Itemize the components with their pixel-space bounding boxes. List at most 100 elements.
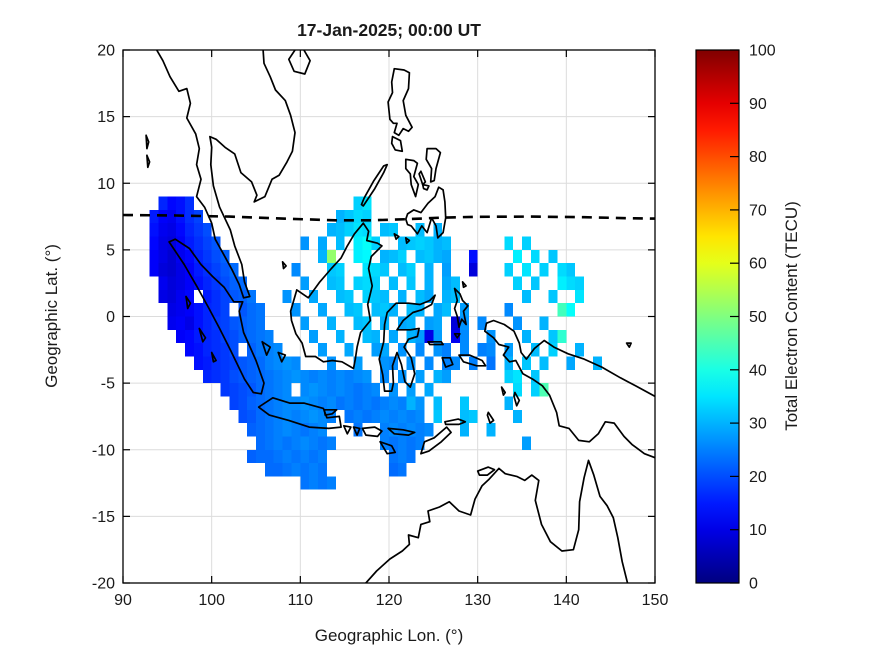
tec-cell: [185, 209, 194, 224]
tec-cell: [282, 463, 292, 477]
tec-cell: [344, 289, 354, 304]
tec-cell: [247, 316, 256, 330]
tec-cell: [397, 343, 407, 357]
tec-cell: [548, 343, 558, 357]
tec-cell: [167, 236, 177, 250]
tec-cell: [459, 329, 469, 344]
tec-cell: [158, 223, 168, 237]
tec-cell: [344, 383, 354, 397]
tec-cell: [486, 343, 496, 357]
tec-cell: [202, 316, 212, 330]
coastline-sulawesi: [378, 294, 436, 392]
coastline-layer: [145, 50, 655, 583]
tec-cell: [220, 343, 230, 357]
tec-cell: [415, 329, 425, 344]
tec-cell: [149, 209, 159, 224]
tec-cell: [415, 409, 425, 424]
tec-cell: [273, 396, 283, 410]
tec-cell: [344, 223, 354, 237]
tec-cell: [353, 276, 363, 290]
coastline-luzon: [387, 67, 413, 137]
tec-cell: [433, 249, 443, 264]
tec-cell: [220, 303, 230, 317]
tec-cell: [211, 329, 221, 344]
x-tick-label: 120: [376, 592, 403, 609]
tec-cell: [433, 329, 443, 344]
tec-cell: [229, 343, 239, 357]
tec-cell: [433, 409, 443, 424]
x-tick-label: 150: [642, 592, 669, 609]
tec-cell: [256, 303, 265, 317]
coastline-bohol: [421, 183, 430, 191]
plot-render-root: 90 100 110 120 130 140 150-20-15-10-5051015200…: [92, 43, 776, 610]
tec-cell: [220, 276, 230, 290]
tec-cell: [406, 263, 416, 277]
tec-cell: [380, 249, 389, 264]
tec-cell: [300, 463, 310, 477]
tec-cell: [229, 276, 239, 290]
tec-cell: [397, 396, 407, 410]
colorbar-tick-label: 50: [749, 309, 767, 326]
tec-cell: [247, 303, 256, 317]
tec-cell: [442, 276, 452, 290]
tec-cell: [362, 196, 372, 210]
coastline-sumatra: [168, 238, 265, 395]
tec-cell: [167, 223, 177, 237]
coastline-andaman-1: [145, 134, 150, 150]
tec-cell: [513, 409, 522, 424]
tec-cell: [424, 263, 434, 277]
tec-cell: [522, 436, 531, 450]
coastline-tanimbar: [486, 411, 495, 424]
tec-cell: [477, 343, 487, 357]
tec-cell: [309, 436, 319, 450]
coastline-bangka: [261, 340, 272, 356]
tec-cell: [344, 409, 354, 424]
tec-cell: [309, 423, 319, 437]
tec-cell: [513, 249, 522, 264]
tec-cell: [238, 303, 248, 317]
tec-cell: [238, 409, 248, 424]
tec-cell: [300, 383, 310, 397]
tec-cell: [309, 289, 319, 304]
tec-cell: [326, 276, 336, 290]
tec-cell: [353, 209, 363, 224]
tec-cell: [397, 436, 407, 450]
tec-cell: [335, 369, 345, 384]
tec-cell: [486, 423, 496, 437]
tec-cell: [318, 343, 327, 357]
tec-cell: [318, 463, 327, 477]
tec-cell: [548, 329, 558, 344]
tec-cell: [575, 343, 585, 357]
tec-cell: [202, 343, 212, 357]
tec-cell: [211, 343, 221, 357]
tec-cell: [530, 249, 540, 264]
y-tick-label: -15: [92, 509, 115, 526]
tec-cell: [371, 329, 381, 344]
tec-cell: [406, 356, 416, 370]
tec-cell: [282, 289, 292, 304]
tec-cell: [406, 396, 416, 410]
tec-cell: [193, 329, 203, 344]
tec-cell: [300, 436, 310, 450]
coastline-belitung: [277, 351, 287, 363]
tec-cell: [318, 476, 327, 490]
tec-cell: [433, 343, 443, 357]
tec-cell: [229, 316, 239, 330]
tec-cell: [335, 263, 345, 277]
tec-cell: [530, 369, 540, 384]
tec-cell: [167, 316, 177, 330]
tec-cell: [229, 383, 239, 397]
tec-cell: [264, 329, 274, 344]
tec-cell: [193, 236, 203, 250]
tec-cell: [158, 289, 168, 304]
tec-cell: [282, 356, 292, 370]
tec-cell: [211, 356, 221, 370]
tec-cell: [451, 356, 460, 370]
tec-cell: [229, 289, 239, 304]
tec-cell: [185, 343, 194, 357]
tec-cell: [185, 249, 194, 264]
tec-cell: [371, 409, 381, 424]
y-tick-label: 20: [97, 43, 115, 60]
tec-cell: [318, 396, 327, 410]
tec-cell: [442, 343, 452, 357]
